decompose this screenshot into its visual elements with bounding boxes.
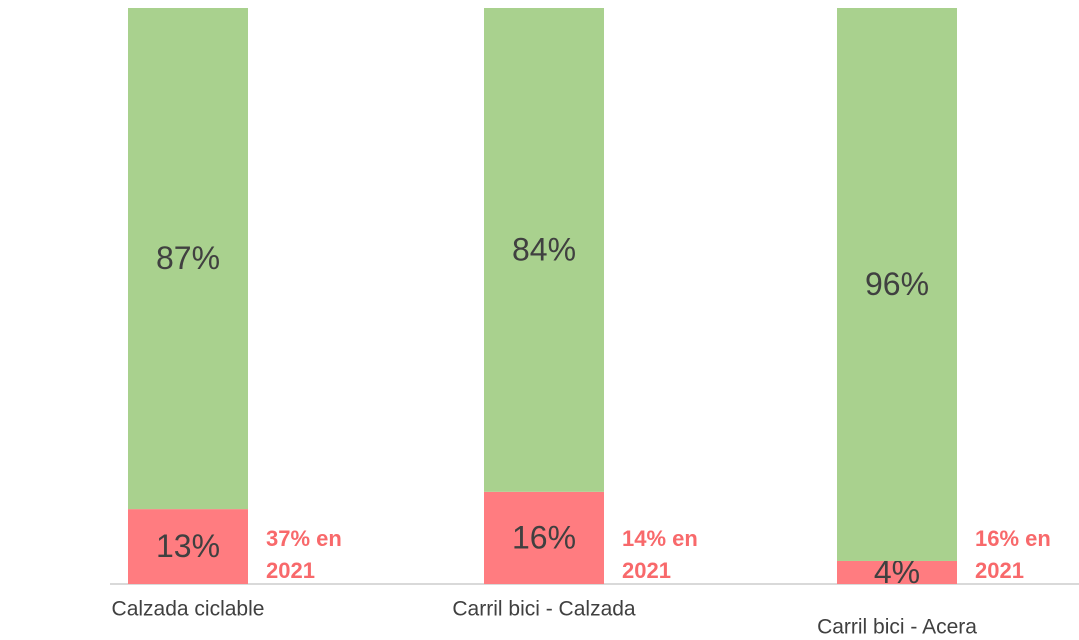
bar-segment — [837, 560, 957, 584]
data-label: 16% — [512, 519, 576, 555]
annotation: 2021 — [266, 558, 315, 583]
annotation: 14% en — [622, 526, 698, 551]
x-tick-label: Calzada ciclable — [112, 598, 265, 621]
data-label: 96% — [865, 266, 929, 302]
data-label: 84% — [512, 231, 576, 267]
data-label: 13% — [156, 528, 220, 564]
bar-segment — [484, 491, 604, 584]
annotation: 37% en — [266, 526, 342, 551]
bar-segment — [837, 8, 957, 561]
x-tick-label: Carril bici - Acera — [817, 616, 977, 639]
annotation: 2021 — [622, 558, 671, 583]
annotation: 2021 — [975, 558, 1024, 583]
bar-segment — [128, 8, 248, 510]
x-tick-label: Carril bici - Calzada — [452, 598, 636, 621]
annotation: 16% en — [975, 526, 1051, 551]
bar-segment — [128, 509, 248, 584]
bar-segment — [484, 8, 604, 492]
data-label: 87% — [156, 240, 220, 276]
